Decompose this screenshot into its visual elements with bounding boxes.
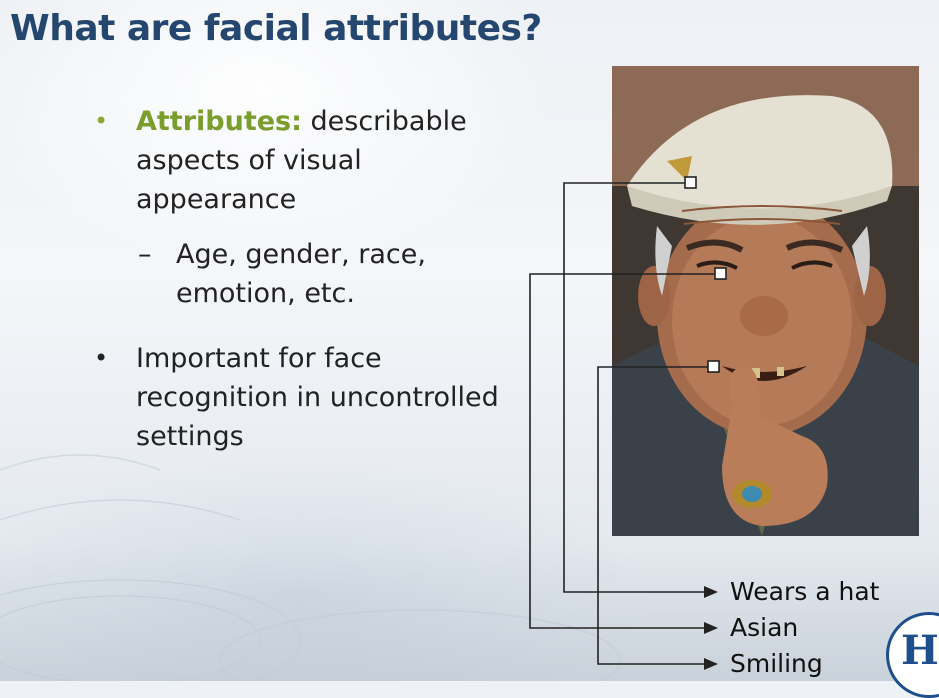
background-decoration [0,454,621,681]
attributes-text-2: aspects of visual [136,145,362,176]
face-illustration [612,66,919,536]
sub-bullet-examples: – Age, gender, race, emotion, etc. [90,235,530,313]
attributes-term: Attributes: [136,106,302,137]
bullet-list: • Attributes: describable aspects of vis… [90,102,530,456]
bullet-attributes: • Attributes: describable aspects of vis… [90,102,530,219]
label-wears-a-hat: Wears a hat [730,577,880,606]
examples-text-1: Age, gender, race, [176,239,426,270]
examples-text-2: emotion, etc. [176,278,355,309]
bullet-dot: • [94,107,109,135]
importance-text-2: recognition in uncontrolled [136,382,499,413]
bullet-dot: • [94,344,109,372]
face-photo [612,66,919,536]
logo-letter: H [901,627,939,674]
slide-title: What are facial attributes? [10,8,542,49]
label-asian: Asian [730,613,799,642]
sub-bullet-dash: – [138,239,152,270]
attributes-text-1: describable [301,106,467,137]
label-smiling: Smiling [730,649,823,678]
attributes-text-3: appearance [136,184,297,215]
importance-text-3: settings [136,421,244,452]
bullet-importance: • Important for face recognition in unco… [90,339,530,456]
importance-text-1: Important for face [136,343,382,374]
